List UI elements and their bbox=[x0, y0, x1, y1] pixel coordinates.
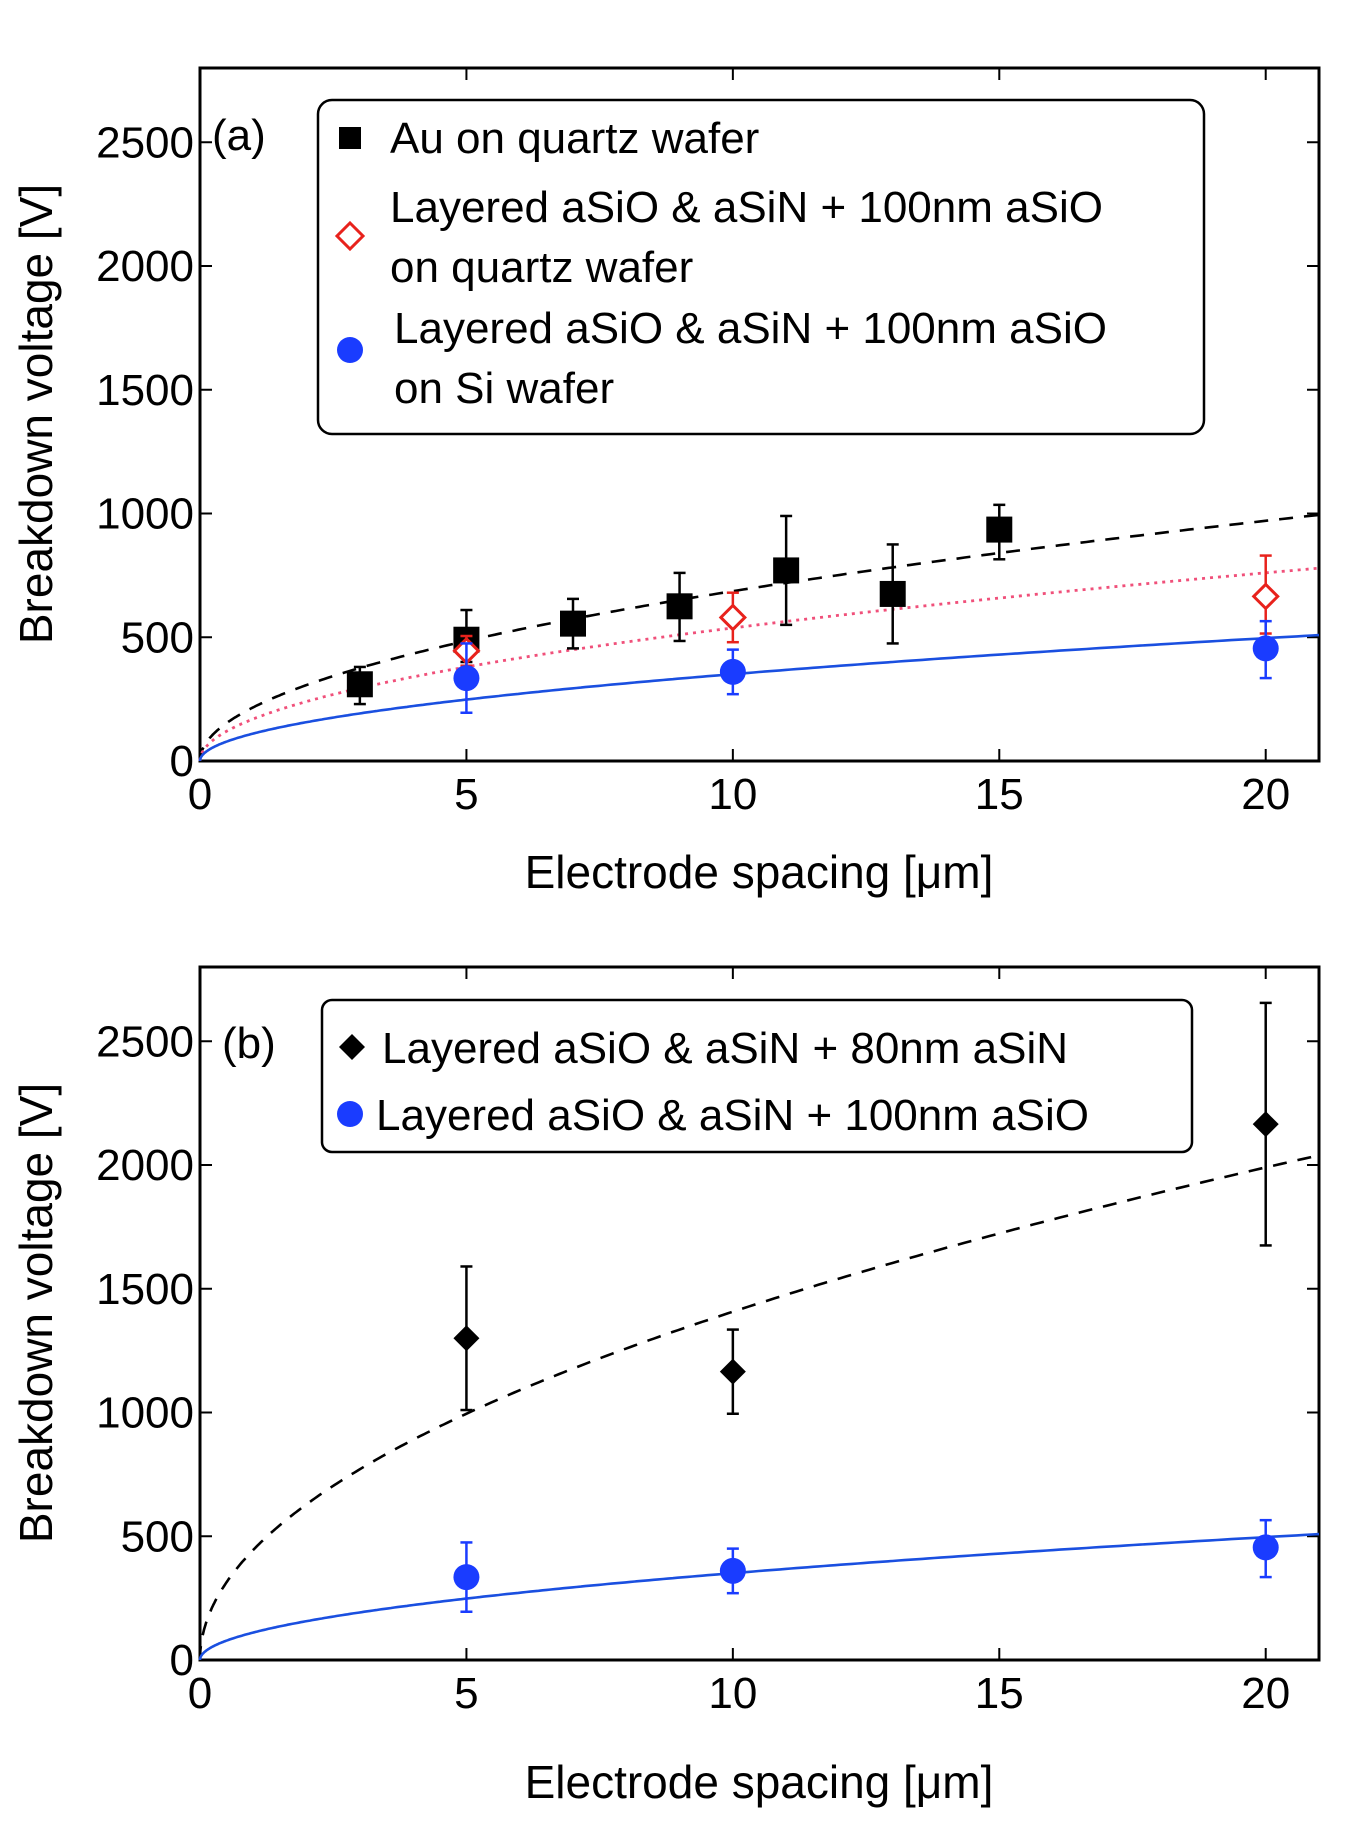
point-a-s1-2 bbox=[1251, 582, 1280, 611]
y-tick-label-a-1: 500 bbox=[121, 613, 194, 662]
y-axis-title-a: Breakdown voltage [V] bbox=[10, 184, 62, 644]
point-a-s2-2 bbox=[1252, 635, 1279, 662]
point-a-s0-3 bbox=[666, 593, 693, 620]
panel-label-a: (a) bbox=[212, 111, 266, 160]
x-tick-label-b-1: 5 bbox=[454, 1669, 478, 1718]
legend-marker-a-s2 bbox=[337, 337, 363, 363]
fit-curve-b-1 bbox=[198, 1532, 1320, 1660]
legend-a-series2-line0: Layered aSiO & aSiN + 100nm aSiO bbox=[394, 304, 1107, 353]
legend-b-series0-line0: Layered aSiO & aSiN + 80nm aSiN bbox=[382, 1024, 1068, 1073]
legend-marker-a-s0 bbox=[339, 127, 361, 149]
x-tick-label-a-4: 20 bbox=[1241, 770, 1290, 819]
tick-labels-b: 0 5 10 15 20 0 500 1000 1500 2000 2500 bbox=[96, 1017, 1290, 1718]
legend-box-b bbox=[320, 998, 1194, 1154]
x-tick-label-a-1: 5 bbox=[454, 770, 478, 819]
y-tick-label-b-5: 2500 bbox=[96, 1017, 194, 1066]
fit-curves-b bbox=[198, 1154, 1320, 1660]
y-tick-label-a-4: 2000 bbox=[96, 242, 194, 291]
x-axis-title-a: Electrode spacing [μm] bbox=[525, 846, 994, 898]
y-tick-label-a-3: 1500 bbox=[96, 366, 194, 415]
tick-labels-a: 0 5 10 15 20 0 500 1000 1500 2000 2500 bbox=[96, 118, 1290, 819]
point-b-s0-1 bbox=[719, 1358, 746, 1385]
legend-a-series0-line0: Au on quartz wafer bbox=[390, 114, 759, 163]
x-tick-label-a-2: 10 bbox=[708, 770, 757, 819]
legend-a-series1-line1: on quartz wafer bbox=[390, 243, 693, 292]
panel-a: 0 5 10 15 20 0 500 1000 1500 2000 2500 (a) Au on q… bbox=[10, 66, 1321, 898]
legend-marker-b-s0 bbox=[339, 1034, 365, 1060]
x-tick-label-a-3: 15 bbox=[975, 770, 1024, 819]
point-b-s0-0 bbox=[453, 1325, 480, 1352]
data-marks-a bbox=[346, 503, 1280, 714]
legend-a-series2-line1: on Si wafer bbox=[394, 364, 614, 413]
legend-box-a bbox=[316, 98, 1206, 436]
x-tick-label-b-4: 20 bbox=[1241, 1669, 1290, 1718]
point-a-s0-0 bbox=[346, 671, 373, 698]
x-tick-label-b-2: 10 bbox=[708, 1669, 757, 1718]
x-tick-label-b-3: 15 bbox=[975, 1669, 1024, 1718]
panel-label-b: (b) bbox=[222, 1019, 276, 1068]
fit-curves-a bbox=[198, 513, 1320, 761]
legend-markers-a bbox=[334, 127, 366, 363]
y-tick-label-b-0: 0 bbox=[170, 1636, 194, 1685]
y-tick-label-b-3: 1500 bbox=[96, 1265, 194, 1314]
y-tick-label-a-0: 0 bbox=[170, 737, 194, 786]
point-a-s0-5 bbox=[879, 580, 906, 607]
point-a-s0-6 bbox=[986, 516, 1013, 543]
point-a-s0-2 bbox=[560, 610, 586, 637]
legend-a: Au on quartz wafer Layered aSiO & aSiN +… bbox=[316, 98, 1206, 436]
x-tick-label-b-0: 0 bbox=[188, 1669, 212, 1718]
point-a-s0-4 bbox=[773, 557, 800, 584]
data-marks-b bbox=[453, 1001, 1279, 1613]
panel-b: 0 5 10 15 20 0 500 1000 1500 2000 2500 (b) Layered… bbox=[10, 965, 1321, 1808]
point-a-s1-1 bbox=[718, 603, 747, 632]
x-axis-title-b: Electrode spacing [μm] bbox=[525, 1756, 994, 1808]
point-b-s0-2 bbox=[1252, 1111, 1279, 1138]
point-b-s1-1 bbox=[719, 1557, 746, 1584]
point-b-s1-0 bbox=[453, 1564, 480, 1591]
legend-a-series1-line0: Layered aSiO & aSiN + 100nm aSiO bbox=[390, 183, 1103, 232]
y-tick-label-a-2: 1000 bbox=[96, 490, 194, 539]
fit-curve-a-2 bbox=[198, 633, 1320, 761]
legend-marker-a-s1 bbox=[334, 220, 366, 252]
point-a-s2-0 bbox=[453, 665, 480, 692]
legend-b: Layered aSiO & aSiN + 80nm aSiN Layered … bbox=[320, 998, 1194, 1154]
axis-ticks-a bbox=[199, 68, 1319, 762]
legend-marker-b-s1 bbox=[337, 1101, 363, 1127]
y-tick-label-b-4: 2000 bbox=[96, 1141, 194, 1190]
fit-curve-a-1 bbox=[198, 566, 1320, 761]
y-tick-label-b-2: 1000 bbox=[96, 1389, 194, 1438]
y-tick-label-a-5: 2500 bbox=[96, 118, 194, 167]
x-tick-label-a-0: 0 bbox=[188, 770, 212, 819]
legend-markers-b bbox=[337, 1034, 365, 1127]
fit-curve-a-0 bbox=[198, 513, 1320, 761]
point-a-s2-1 bbox=[719, 658, 746, 685]
point-b-s1-2 bbox=[1252, 1534, 1279, 1561]
legend-b-series1-line0: Layered aSiO & aSiN + 100nm aSiO bbox=[376, 1091, 1089, 1140]
y-tick-label-b-1: 500 bbox=[121, 1512, 194, 1561]
y-axis-title-b: Breakdown voltage [V] bbox=[10, 1083, 62, 1543]
